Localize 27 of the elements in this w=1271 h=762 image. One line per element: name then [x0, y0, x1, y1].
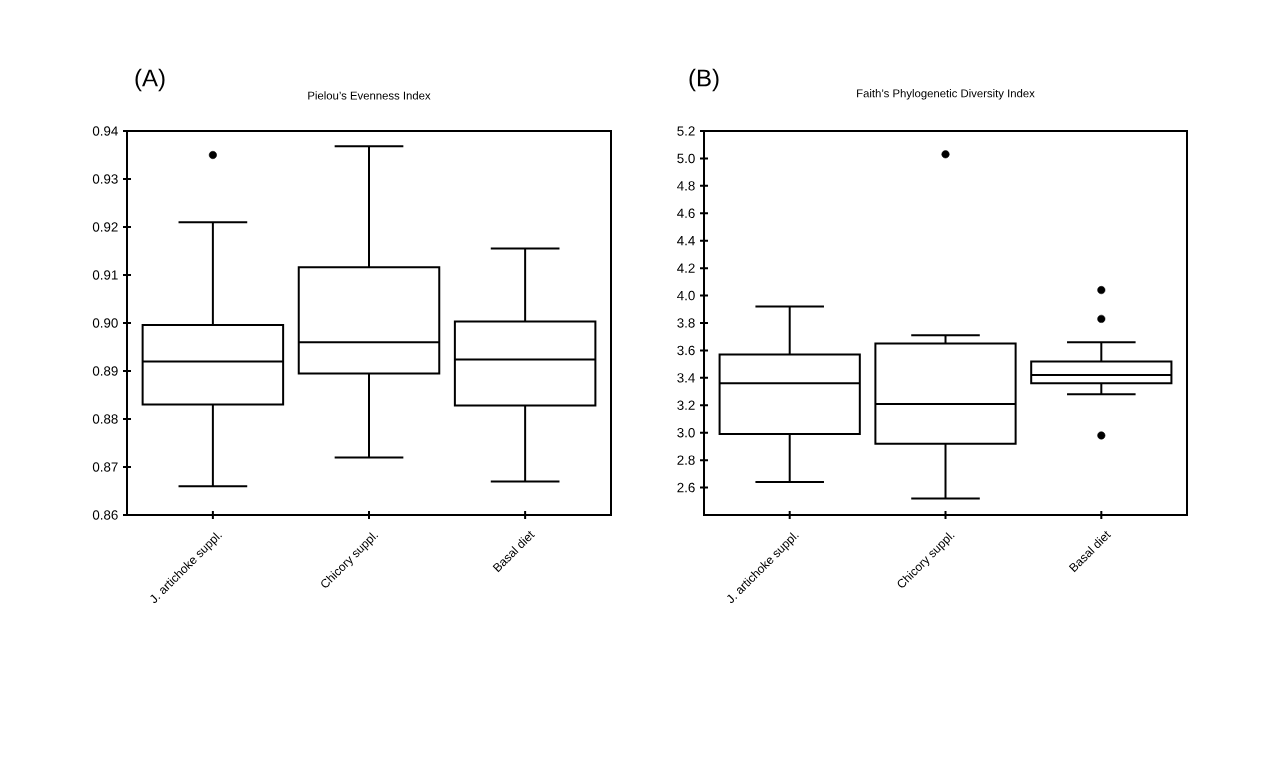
y-tick-label: 3.8	[677, 318, 695, 328]
y-tick-label: 2.6	[677, 482, 695, 493]
y-tick-label: 3.6	[677, 345, 695, 356]
text: (A)	[135, 68, 165, 92]
chart-title: Pielou’s Evenness Index	[308, 91, 431, 100]
y-tick-label: 0.94	[92, 126, 118, 136]
y-tick-label: 0.89	[92, 366, 118, 376]
text: (B)	[689, 68, 719, 92]
y-tick-label: 4.8	[677, 181, 695, 191]
y-tick-label: 0.92	[92, 222, 118, 232]
y-tick-label: 0.86	[92, 510, 118, 520]
y-tick-label: 4.2	[677, 263, 695, 273]
y-tick-label: 0.90	[92, 318, 118, 328]
y-tick-label: 0.87	[92, 462, 118, 472]
y-tick-label: 3.0	[677, 427, 695, 438]
y-tick-label: 4.4	[677, 236, 695, 246]
y-tick-label: 5.2	[677, 126, 695, 136]
y-tick-label: 2.8	[677, 455, 695, 465]
y-tick-label: 0.88	[92, 414, 118, 424]
y-tick-label: 0.93	[92, 174, 118, 184]
y-tick-label: 5.0	[677, 153, 695, 164]
y-tick-label: 0.91	[92, 270, 118, 280]
y-tick-label: 4.6	[677, 208, 695, 218]
y-tick-label: 3.2	[677, 400, 695, 410]
y-tick-label: 3.4	[677, 373, 695, 383]
chart-title: Faith’s Phylogenetic Diversity Index	[857, 89, 1035, 100]
y-tick-label: 4.0	[677, 290, 695, 301]
